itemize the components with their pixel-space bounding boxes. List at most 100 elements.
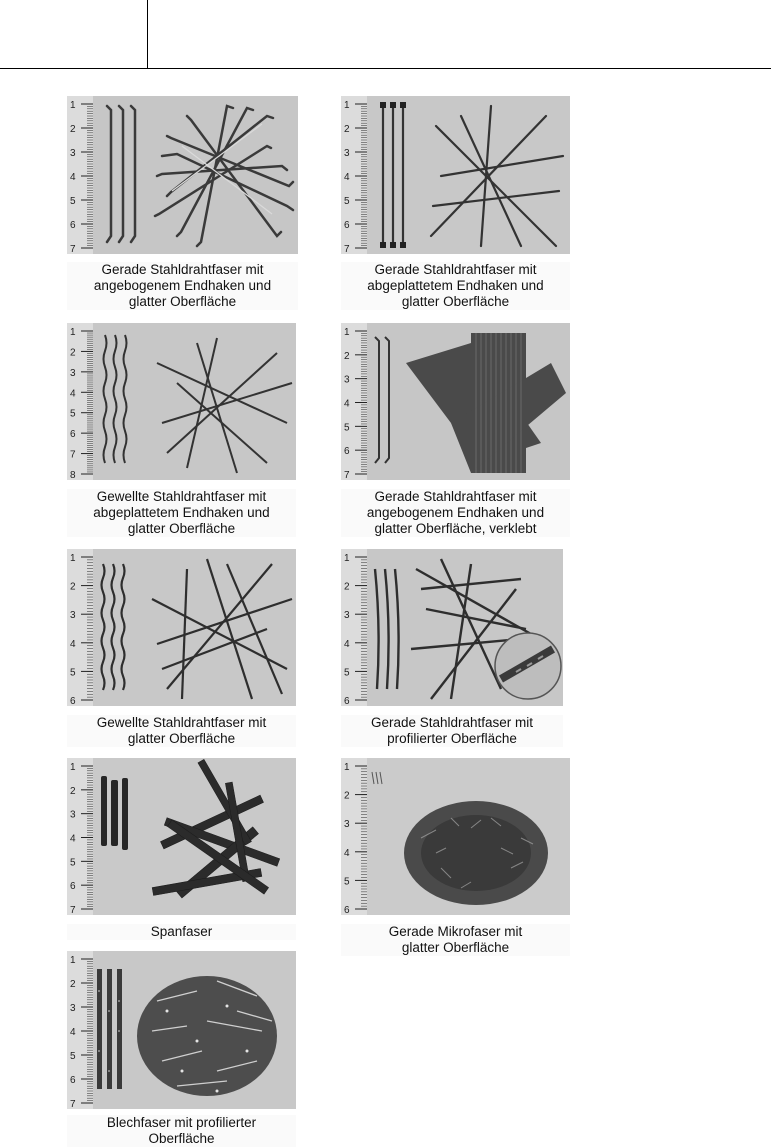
fiber-caption-6: Gerade Stahldrahtfaser mit profilierter …	[341, 715, 563, 747]
ruler-label: 5	[70, 1051, 76, 1062]
fiber-caption-3: Gewellte Stahldrahtfaser mit abgeplattet…	[67, 489, 296, 537]
ruler-label: 6	[344, 696, 350, 706]
fiber-photo-5: 1 2 3 4 5 6	[67, 549, 296, 706]
ruler-label: 2	[70, 347, 76, 358]
ruler-ticks: 1 2 3 4 5 6	[344, 762, 367, 915]
ruler-label: 5	[344, 422, 350, 433]
ruler-label: 2	[344, 582, 350, 593]
ruler-label: 5	[344, 667, 350, 678]
caption-line: Blechfaser mit profilierter	[106, 1115, 257, 1130]
fiber-photo-7: 1 2 3 4 5 6 7	[67, 758, 296, 915]
ruler-ticks: 1 2 3 4 5 6 7	[344, 100, 367, 254]
caption-line: glatter Oberfläche	[127, 731, 236, 746]
ruler-label: 1	[70, 762, 76, 773]
ruler-label: 7	[70, 905, 76, 915]
ruler-label: 7	[70, 1099, 76, 1109]
fiber-photo-2: 1 2 3 4 5 6 7	[341, 96, 570, 254]
fiber-panel-5: 1 2 3 4 5 6 Gewellte Stahldrahtfaser mit glat…	[67, 549, 296, 749]
ruler-label: 6	[344, 905, 350, 915]
caption-line: angebogenem Endhaken und	[93, 278, 272, 293]
ruler-label: 2	[70, 582, 76, 593]
fiber-photo-8: 1 2 3 4 5 6	[341, 758, 570, 915]
fiber-photo-2-drawing: 1 2 3 4 5 6 7	[341, 96, 570, 254]
caption-line: Gewellte Stahldrahtfaser mit	[96, 715, 267, 730]
fiber-panel-3: 1 2 3 4 5 6 7 8 Gewellte Stahldrahtfaser mit ab…	[67, 323, 296, 539]
ruler-label: 5	[70, 857, 76, 868]
ruler-label: 4	[70, 639, 76, 650]
ruler-label: 4	[344, 172, 350, 183]
ruler-label: 1	[344, 553, 350, 564]
ruler-label: 1	[70, 553, 76, 564]
caption-line: Gerade Stahldrahtfaser mit	[101, 262, 264, 277]
fiber-photo-4: 1 2 3 4 5 6 7	[341, 323, 570, 480]
ruler-label: 1	[70, 100, 76, 111]
ruler-label: 1	[344, 762, 350, 773]
fiber-caption-7: Spanfaser	[67, 924, 296, 940]
ruler-label: 7	[70, 244, 76, 254]
ruler-label: 4	[344, 848, 350, 859]
caption-line: Gewellte Stahldrahtfaser mit	[96, 489, 267, 504]
ruler-label: 7	[344, 244, 350, 254]
ruler-label: 5	[70, 196, 76, 207]
caption-line: Oberfläche	[148, 1131, 215, 1146]
ruler-label: 6	[70, 1075, 76, 1086]
fiber-caption-9: Blechfaser mit profilierter Oberfläche	[67, 1115, 296, 1147]
caption-line: Gerade Stahldrahtfaser mit	[374, 262, 537, 277]
ruler-label: 5	[344, 196, 350, 207]
header-rule	[0, 68, 771, 69]
fiber-panel-7: 1 2 3 4 5 6 7 Spanfaser	[67, 758, 296, 942]
caption-line: glatter Oberfläche	[128, 294, 237, 309]
ruler-label: 4	[70, 1027, 76, 1038]
ruler-label: 6	[70, 696, 76, 706]
ruler-label: 2	[70, 979, 76, 990]
ruler-label: 2	[344, 124, 350, 135]
ruler-label: 3	[70, 368, 76, 379]
ruler-ticks: 1 2 3 4 5 6	[70, 553, 93, 706]
caption-line: abgeplattetem Endhaken und	[367, 278, 544, 293]
fiber-photo-3-drawing: 1 2 3 4 5 6 7 8	[67, 323, 296, 480]
ruler-ticks: 1 2 3 4 5 6	[344, 553, 367, 706]
ruler-label: 3	[344, 819, 350, 830]
fiber-panel-4: 1 2 3 4 5 6 7 Gerade Stahldrahtfaser mit angeb…	[341, 323, 570, 539]
fiber-photo-5-drawing: 1 2 3 4 5 6	[67, 549, 296, 706]
ruler-label: 6	[70, 429, 76, 440]
fiber-photo-8-drawing: 1 2 3 4 5 6	[341, 758, 570, 915]
ruler-label: 1	[70, 327, 76, 338]
ruler-label: 6	[70, 220, 76, 231]
ruler-label: 8	[70, 470, 76, 480]
fiber-caption-4: Gerade Stahldrahtfaser mit angebogenem E…	[341, 489, 570, 537]
ruler-label: 4	[344, 399, 350, 410]
fiber-photo-6-drawing: 1 2 3 4 5 6	[341, 549, 563, 706]
fiber-photo-9-drawing: 1 2 3 4 5 6 7	[67, 951, 296, 1109]
caption-line: Spanfaser	[150, 924, 213, 939]
fiber-photo-1: 1 2 3 4 5 6 7	[67, 96, 298, 254]
ruler-label: 2	[70, 124, 76, 135]
ruler-label: 1	[344, 327, 350, 338]
ruler-ticks: 1 2 3 4 5 6 7	[70, 100, 93, 254]
ruler-ticks: 1 2 3 4 5 6 7	[344, 327, 367, 480]
ruler-label: 5	[70, 409, 76, 420]
ruler-label: 6	[70, 881, 76, 892]
ruler-label: 6	[344, 220, 350, 231]
ruler-label: 4	[70, 834, 76, 845]
header-divider	[147, 0, 148, 68]
caption-line: profilierter Oberfläche	[387, 731, 517, 746]
fiber-photo-3: 1 2 3 4 5 6 7 8	[67, 323, 296, 480]
ruler-label: 6	[344, 446, 350, 457]
caption-line: abgeplattetem Endhaken und	[93, 505, 270, 520]
ruler-label: 4	[70, 388, 76, 399]
ruler-label: 7	[344, 470, 350, 480]
ruler-label: 1	[344, 100, 350, 111]
ruler-label: 3	[70, 148, 76, 159]
ruler-label: 2	[344, 791, 350, 802]
ruler-label: 3	[70, 610, 76, 621]
ruler-label: 3	[70, 810, 76, 821]
ruler-ticks: 1 2 3 4 5 6 7	[70, 762, 93, 915]
caption-line: glatter Oberfläche, verklebt	[374, 521, 537, 536]
caption-line: angebogenem Endhaken und	[366, 505, 545, 520]
ruler-ticks: 1 2 3 4 5 6 7	[70, 955, 93, 1109]
caption-line: Gerade Stahldrahtfaser mit	[370, 715, 534, 730]
